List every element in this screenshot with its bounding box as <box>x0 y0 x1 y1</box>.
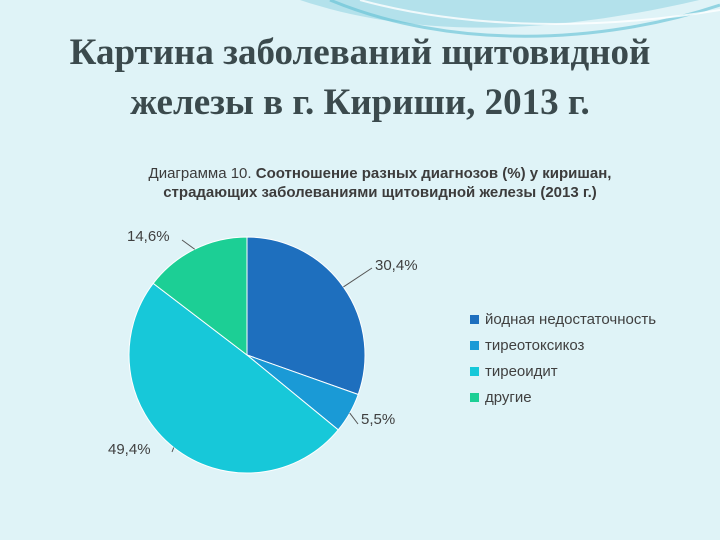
legend-swatch <box>470 314 479 324</box>
decorative-swoosh <box>300 0 720 38</box>
slide-title: Картина заболеваний щитовидной железы в … <box>0 28 720 128</box>
legend-label: тиреотоксикоз <box>485 336 585 354</box>
data-label-iodine: 30,4% <box>375 257 418 274</box>
leader-line <box>343 267 373 288</box>
slide-title-line-1: Картина заболеваний щитовидной <box>69 32 651 73</box>
legend-swatch <box>470 340 479 350</box>
data-label-thyrotoxicosis: 5,5% <box>361 411 396 428</box>
pie-slice-iodine <box>246 236 366 396</box>
chart-title: Диаграмма 10. Соотношение разных диагноз… <box>100 164 660 202</box>
legend-item: другие <box>470 384 656 410</box>
data-label-other: 14,6% <box>127 228 170 245</box>
leader-line <box>349 412 359 425</box>
leader-line <box>171 447 175 453</box>
chart-title-prefix: Диаграмма 10. <box>148 165 252 182</box>
legend-item: йодная недостаточность <box>470 306 656 332</box>
legend-label: другие <box>485 388 532 406</box>
chart-legend: йодная недостаточность тиреотоксикоз тир… <box>470 306 656 410</box>
legend-item: тиреотоксикоз <box>470 332 656 358</box>
slide-title-line-2: железы в г. Кириши, 2013 г. <box>130 82 590 123</box>
legend-label: йодная недостаточность <box>485 310 657 328</box>
leader-line <box>181 239 195 250</box>
legend-item: тиреоидит <box>470 358 656 384</box>
pie-slice-thyroiditis <box>128 282 339 474</box>
chart-title-main: Соотношение разных диагнозов (%) у кириш… <box>255 165 612 182</box>
legend-label: тиреоидит <box>485 362 558 380</box>
legend-swatch <box>470 392 479 402</box>
chart-title-line-2: страдающих заболеваниями щитовидной желе… <box>163 184 597 201</box>
data-label-thyroiditis: 49,4% <box>108 441 151 458</box>
legend-swatch <box>470 366 479 376</box>
